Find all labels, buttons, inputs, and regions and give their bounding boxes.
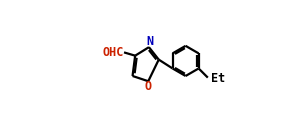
Text: N: N (146, 35, 153, 48)
Text: OHC: OHC (102, 46, 124, 59)
Text: O: O (145, 80, 152, 93)
Text: Et: Et (211, 72, 225, 85)
